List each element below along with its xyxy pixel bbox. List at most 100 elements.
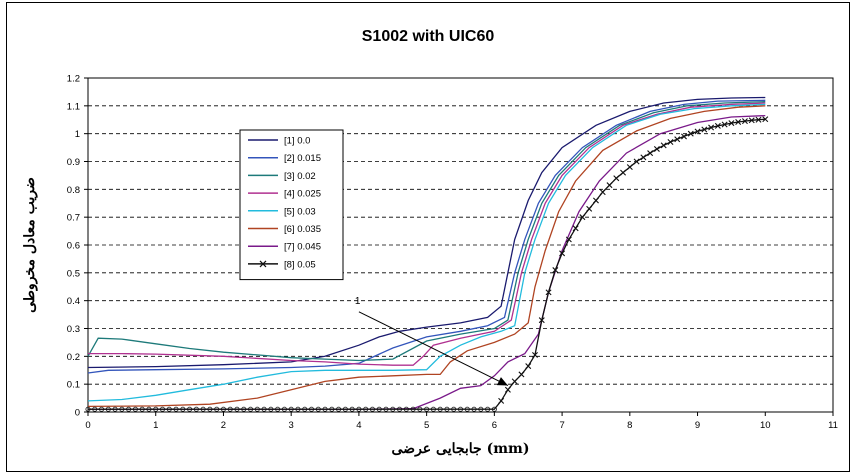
series-8	[85, 116, 769, 412]
point-marker	[187, 406, 193, 412]
y-tick-label: 0.2	[67, 352, 80, 363]
point-marker	[532, 351, 538, 358]
data-point	[518, 371, 525, 378]
data-point	[99, 406, 105, 412]
data-point	[762, 116, 769, 123]
data-point	[592, 197, 599, 204]
point-marker	[193, 406, 199, 412]
data-point	[559, 250, 566, 257]
data-point	[248, 406, 254, 412]
data-point	[363, 406, 369, 412]
data-point	[606, 182, 613, 189]
series-line	[88, 114, 766, 410]
point-marker	[227, 406, 233, 412]
point-marker	[363, 406, 369, 412]
data-point	[708, 124, 715, 131]
point-marker	[559, 250, 566, 257]
point-marker	[457, 406, 463, 412]
point-marker	[180, 406, 186, 412]
data-point	[85, 406, 91, 412]
point-marker	[376, 406, 382, 412]
gridlines	[88, 105, 833, 385]
data-point	[613, 175, 620, 182]
chart-frame: S1002 with UIC60 0 0.1 0.2 0.3 0.4 0.5 0.6 0.7 0…	[6, 2, 850, 472]
data-point	[735, 118, 742, 125]
point-marker	[288, 406, 294, 412]
point-marker	[281, 406, 287, 412]
y-tick-label: 1.1	[67, 101, 80, 112]
data-point	[741, 118, 748, 125]
point-marker	[735, 118, 742, 125]
data-point	[579, 214, 586, 221]
point-marker	[748, 117, 755, 124]
point-marker	[741, 118, 748, 125]
data-point	[721, 121, 728, 128]
x-tick-label: 1	[153, 420, 158, 431]
data-point	[397, 406, 403, 412]
data-point	[410, 406, 416, 412]
legend-marker	[259, 260, 267, 268]
annotation-arrowhead	[496, 377, 508, 386]
data-point	[504, 386, 511, 393]
point-marker	[295, 406, 301, 412]
point-marker	[687, 130, 694, 137]
point-marker	[254, 406, 260, 412]
point-marker	[214, 406, 220, 412]
data-point	[288, 406, 294, 412]
point-marker	[464, 406, 470, 412]
x-tick-label: 2	[221, 420, 226, 431]
data-point	[308, 406, 314, 412]
y-tick-label: 0.8	[67, 185, 80, 196]
data-point	[525, 363, 532, 370]
x-axis-label: جابجایی عرضی (mm)	[392, 441, 530, 457]
series-line	[87, 99, 766, 374]
point-marker	[139, 406, 145, 412]
point-marker	[586, 205, 593, 212]
data-point	[457, 406, 463, 412]
y-tick-label: 0	[75, 408, 80, 419]
data-point	[193, 406, 199, 412]
data-point	[112, 406, 118, 412]
legend-label: [1] 0.0	[284, 136, 310, 147]
data-point	[647, 150, 654, 157]
data-point	[187, 406, 193, 412]
data-point	[701, 126, 708, 133]
data-point	[491, 406, 497, 412]
point-marker	[410, 406, 416, 412]
data-point	[126, 406, 132, 412]
point-marker	[173, 406, 179, 412]
data-point	[159, 406, 165, 412]
data-point	[92, 406, 98, 412]
legend-item: [7] 0.045	[248, 242, 321, 253]
point-marker	[667, 139, 674, 146]
point-marker	[369, 406, 375, 412]
point-marker	[119, 406, 125, 412]
chart-title: S1002 with UIC60	[362, 28, 495, 45]
x-tick-label: 0	[85, 420, 90, 431]
point-marker	[437, 406, 443, 412]
point-marker	[647, 150, 654, 157]
legend-item: [1] 0.0	[248, 136, 310, 147]
data-point	[511, 378, 518, 385]
point-marker	[504, 386, 511, 393]
point-marker	[755, 116, 762, 123]
data-point	[342, 406, 348, 412]
data-point	[268, 406, 274, 412]
annotation-arrow: 1	[355, 296, 509, 387]
point-marker	[633, 158, 640, 165]
data-point	[444, 406, 450, 412]
data-point	[234, 406, 240, 412]
point-marker	[592, 197, 599, 204]
data-point	[545, 289, 552, 296]
data-point	[180, 406, 186, 412]
point-marker	[701, 126, 708, 133]
data-point	[349, 406, 355, 412]
x-tick-label: 3	[289, 420, 294, 431]
data-point	[376, 406, 382, 412]
data-point	[275, 406, 281, 412]
point-marker	[491, 406, 497, 412]
point-marker	[511, 378, 518, 385]
data-point	[329, 406, 335, 412]
y-tick-label: 0.5	[67, 268, 80, 279]
point-marker	[565, 236, 572, 243]
